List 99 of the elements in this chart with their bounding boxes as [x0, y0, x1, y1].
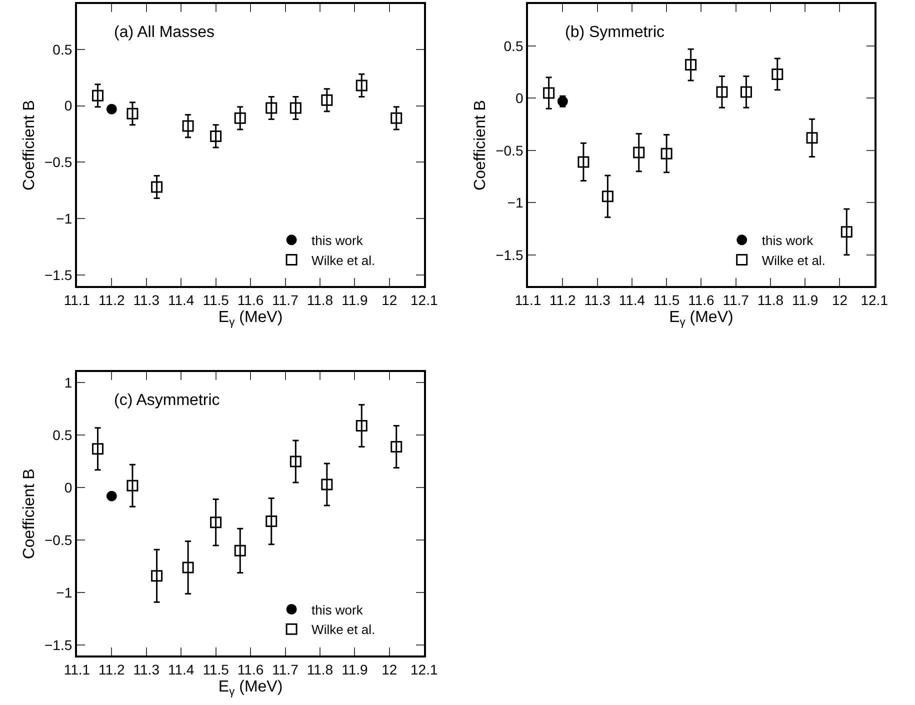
x-tick-label: 12 [382, 661, 398, 678]
x-tick-label: 11.4 [168, 292, 194, 308]
legend-label: Wilke et al. [312, 252, 376, 268]
y-tick-label: −0.5 [496, 142, 524, 158]
point [290, 102, 302, 114]
legend-label: this work [762, 232, 814, 248]
x-tick-label: 11.4 [168, 661, 194, 678]
text: (b) Symmetric [565, 24, 665, 41]
x-tick-label: 11.3 [133, 661, 160, 678]
point [266, 516, 278, 528]
point [290, 456, 302, 468]
x-tick-label: 11.1 [64, 292, 90, 308]
y-tick-label: 0 [515, 90, 524, 106]
y-tick-label: −0.5 [44, 154, 72, 170]
y-tick-label: 1 [64, 374, 72, 391]
x-tick-label: 11.9 [792, 292, 818, 308]
x-tick-label: 11.2 [98, 661, 125, 678]
point [92, 90, 104, 102]
x-tick-label: 11.5 [653, 292, 680, 308]
x-tick-label: 11.5 [202, 661, 230, 678]
legend-label: this work [312, 232, 364, 248]
y-axis-title: Coefficient B [20, 100, 38, 190]
x-axis-title: E$_{γ}$ (MeV) [669, 309, 734, 329]
y-tick-label: 0 [64, 98, 72, 114]
point [266, 102, 278, 114]
point [92, 443, 104, 455]
x-tick-label: 11.6 [688, 292, 715, 308]
point [106, 104, 117, 114]
point [633, 146, 645, 158]
point [234, 112, 246, 124]
point [740, 86, 752, 98]
point [390, 112, 402, 124]
point [151, 181, 163, 193]
point [210, 516, 222, 528]
x-tick-label: 11.1 [514, 292, 542, 308]
y-tick-label: −1.5 [44, 637, 72, 654]
text: (c) Asymmetric [114, 392, 220, 409]
x-tick-label: 11.6 [237, 661, 264, 678]
x-axis-title: E$_{γ}$ (MeV) [218, 678, 283, 698]
point [321, 478, 333, 490]
point [210, 130, 222, 142]
x-tick-label: 11.3 [133, 292, 160, 308]
point [182, 562, 194, 574]
y-tick-label: −1.5 [44, 266, 72, 283]
point [840, 226, 852, 238]
x-tick-label: 11.4 [618, 292, 646, 308]
point [660, 148, 672, 160]
x-tick-label: 11.6 [237, 292, 264, 308]
x-tick-label: 11.8 [306, 661, 334, 678]
y-tick-label: 0 [64, 480, 72, 496]
point [685, 59, 697, 71]
x-tick-label: 12.1 [410, 661, 438, 678]
point [126, 108, 138, 120]
x-tick-label: 11.2 [98, 292, 125, 308]
point [390, 441, 402, 453]
point [356, 420, 368, 432]
x-tick-label: 11.7 [272, 661, 299, 678]
y-axis-title: Coefficient B [20, 468, 38, 560]
x-tick-label: 11.9 [342, 292, 368, 308]
y-tick-label: 0.5 [52, 41, 72, 58]
x-tick-label: 11.9 [342, 661, 368, 678]
text: (a) All Masses [114, 24, 214, 41]
legend-label: Wilke et al. [762, 252, 826, 268]
point [106, 490, 117, 502]
x-tick-label: 12 [382, 292, 398, 308]
x-tick-label: 11.5 [202, 292, 230, 308]
x-tick-label: 11.7 [722, 292, 750, 308]
y-tick-label: −0.5 [44, 532, 72, 548]
point [716, 86, 728, 98]
point [772, 68, 784, 80]
y-tick-label: −1 [56, 584, 72, 601]
point [806, 132, 818, 144]
point [234, 544, 246, 556]
legend-label: this work [312, 602, 364, 618]
x-tick-label: 11.2 [550, 292, 576, 308]
legend-label: Wilke et al. [312, 622, 376, 638]
y-tick-label: −1 [507, 194, 524, 211]
x-tick-label: 11.8 [757, 292, 784, 308]
y-tick-label: −1 [56, 210, 72, 226]
point [182, 120, 194, 132]
y-tick-label: −1.5 [496, 246, 524, 263]
point [543, 87, 555, 99]
x-tick-label: 12.1 [860, 292, 888, 308]
point [578, 156, 590, 168]
x-tick-label: 12.1 [410, 292, 438, 308]
point [126, 480, 138, 492]
point [151, 570, 163, 582]
point [602, 190, 614, 202]
x-axis-title: E$_{γ}$ (MeV) [218, 309, 283, 329]
point [321, 94, 333, 106]
y-tick-label: 0.5 [52, 427, 72, 444]
x-tick-label: 11.1 [64, 661, 90, 678]
point [356, 80, 368, 92]
y-axis-title: Coefficient B [472, 100, 489, 190]
x-tick-label: 11.7 [272, 292, 299, 308]
x-tick-label: 12 [832, 292, 848, 308]
x-tick-label: 11.3 [584, 292, 611, 308]
y-tick-label: 0.5 [504, 38, 524, 54]
x-tick-label: 11.8 [306, 292, 334, 308]
